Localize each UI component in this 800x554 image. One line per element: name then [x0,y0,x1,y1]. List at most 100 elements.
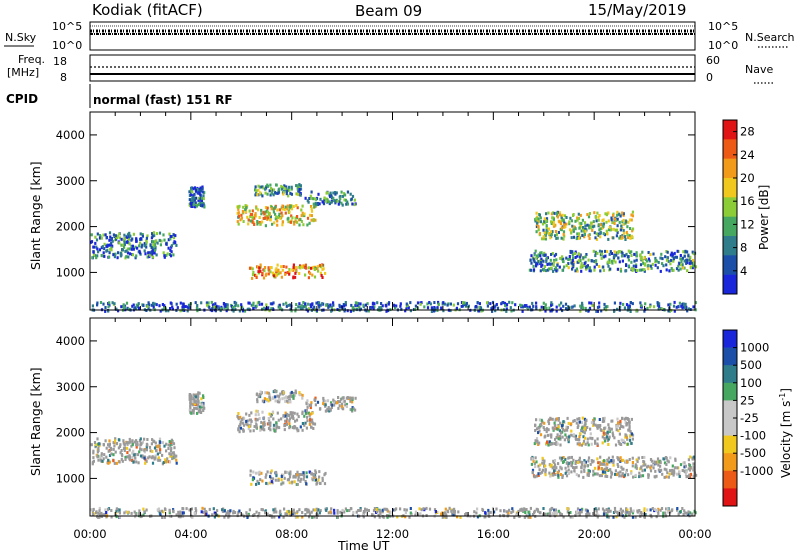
velocity-cell [258,393,261,397]
power-cell [119,254,122,258]
power-cell [685,258,688,262]
power-cell [277,272,280,276]
power-cell [568,222,571,226]
velocity-cell [621,472,624,476]
velocity-cell [567,456,570,460]
velocity-cell [138,439,142,442]
power-cell [555,305,558,309]
power-cell [263,266,267,269]
power-cell [505,307,508,311]
velocity-cell [473,510,476,514]
power-cell [318,303,321,307]
power-cell [250,266,253,270]
power-cell [552,222,555,226]
power-cell [338,303,341,307]
velocity-cell [583,423,586,427]
power-cell [365,309,368,313]
power-cell [254,273,257,277]
velocity-cell [635,464,638,468]
power-cell [670,251,673,255]
power-cell [125,240,129,244]
velocity-cell [616,510,619,514]
power-cell [559,221,562,225]
power-cell [545,260,548,264]
velocity-cell [653,507,656,511]
power-cell [253,214,256,218]
velocity-cell [275,423,278,427]
power-cell [92,250,95,254]
velocity-cell [92,451,95,455]
velocity-cell [544,464,547,468]
velocity-cell [578,456,581,460]
power-cell [538,213,541,217]
velocity-cell [324,403,327,407]
power-colorbar-swatch [723,255,737,275]
velocity-cell [255,426,258,430]
velocity-cell [159,458,162,462]
velocity-cell [508,508,511,512]
velocity-cell [169,443,172,447]
velocity-cell [657,463,660,467]
power-cell [691,250,694,254]
velocity-cell [544,471,547,475]
power-cell [171,307,174,311]
power-cell [627,258,630,262]
velocity-cell [538,468,541,472]
power-cell [108,251,111,255]
power-cell [687,307,690,311]
power-cell [576,269,579,273]
power-cell [310,209,314,213]
velocity-cell [327,406,330,409]
power-cell [237,207,240,211]
power-cell [610,218,613,222]
power-cell [269,270,272,274]
velocity-cell [678,510,681,514]
velocity-cell [98,506,101,510]
velocity-cell [559,465,562,469]
freq-label-2: [MHz] [7,66,39,79]
power-cell [560,216,563,220]
power-cell [366,302,369,306]
power-cell [122,303,125,307]
power-cell [548,267,551,271]
power-cell [223,303,227,307]
velocity-cell [378,509,381,513]
velocity-cell [310,472,313,476]
velocity-cell [551,426,554,430]
power-cell [195,204,198,208]
power-cell [647,257,650,261]
velocity-cell [329,510,332,514]
power-cell [242,205,245,209]
power-cell [289,205,292,209]
velocity-cell [604,459,607,463]
velocity-cell [291,425,294,429]
velocity-cell [557,425,560,429]
velocity-cell [619,442,622,446]
power-cell [616,307,619,311]
velocity-cell [351,396,354,400]
velocity-cell [135,445,138,449]
freq-label-1: Freq. [18,53,45,66]
power-cell [551,216,554,220]
velocity-cell [547,419,550,423]
velocity-cell [619,459,622,463]
velocity-cell [617,471,620,475]
power-cell [153,243,156,247]
velocity-cell [533,475,536,479]
velocity-cell [616,512,620,516]
velocity-cell [586,464,589,468]
power-cell [379,305,383,309]
velocity-cell [191,403,195,407]
velocity-cell [151,449,154,453]
velocity-cell [330,406,333,409]
x-tick-label: 00:00 [73,527,106,541]
power-cell [607,264,610,268]
power-cell [94,241,97,245]
power-cell [646,306,649,310]
power-cell [288,270,291,274]
velocity-cell [306,399,309,403]
power-cell [590,259,593,263]
power-cell [298,183,301,187]
velocity-cell [580,421,584,425]
